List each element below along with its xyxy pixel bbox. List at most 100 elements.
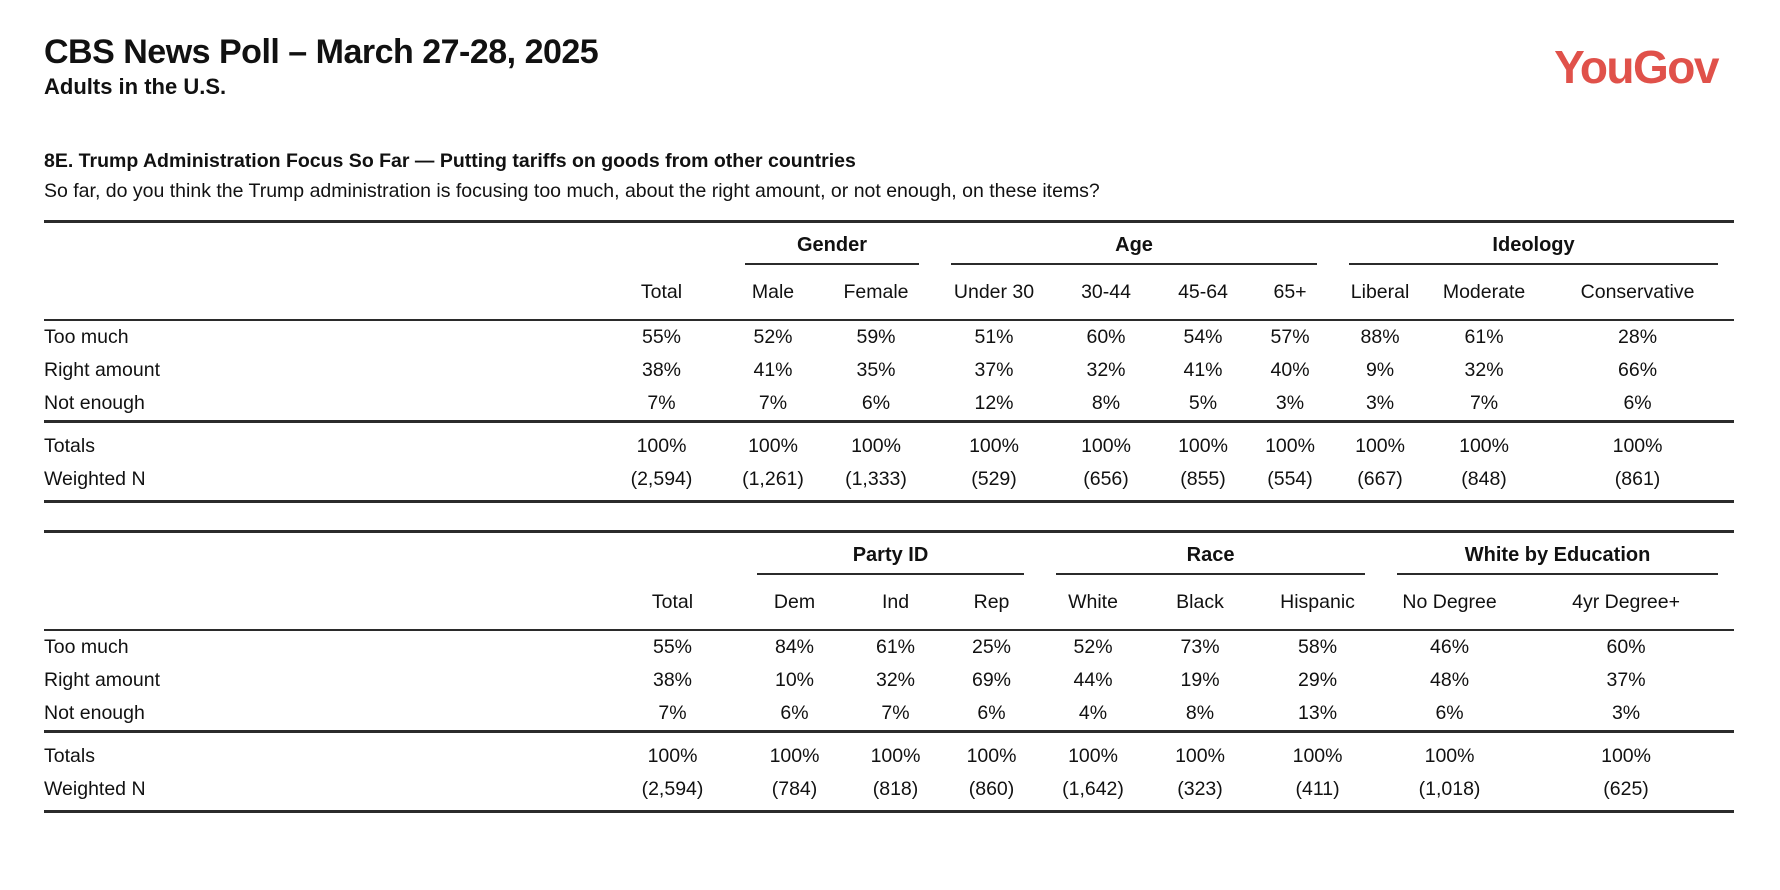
column-header-male: Male	[729, 270, 817, 321]
column-header-ind: Ind	[848, 580, 943, 631]
data-cell: 9%	[1365, 358, 1395, 381]
data-cell: (860)	[968, 777, 1015, 800]
data-cell: 46%	[1430, 635, 1470, 658]
data-cell: 100%	[748, 434, 798, 457]
column-header-45-64: 45-64	[1159, 270, 1247, 321]
column-header-spacer	[44, 580, 604, 631]
totals-row: Totals 100% 100% 100% 100% 100% 100% 100% 100% 10…	[44, 731, 1734, 773]
data-cell: 61%	[875, 635, 916, 658]
data-cell: 100%	[1265, 434, 1315, 457]
row-label: Too much	[44, 325, 129, 348]
column-header-30-44: 30-44	[1053, 270, 1159, 321]
data-cell: 66%	[1618, 358, 1658, 381]
data-cell: (625)	[1603, 777, 1649, 800]
weighted-n-row: Weighted N (2,594) (1,261) (1,333) (529) (656…	[44, 463, 1734, 502]
data-cell: 55%	[641, 325, 682, 348]
row-label: Right amount	[44, 668, 160, 691]
data-cell: 10%	[774, 668, 815, 691]
data-cell: 7%	[604, 696, 741, 733]
question-subheading: So far, do you think the Trump administr…	[44, 179, 1100, 202]
group-header-ideology: Ideology	[1333, 221, 1734, 271]
crosstab-table-1-container: Gender Age Ideology Total Male Female Under 30…	[44, 219, 1736, 503]
data-cell: (529)	[971, 467, 1017, 490]
column-header-row: Total Dem Ind Rep White Black Hispanic No Degre…	[44, 580, 1735, 631]
data-cell: 32%	[875, 668, 916, 691]
data-cell: 7%	[594, 386, 729, 423]
crosstab-gender-age-ideology: Gender Age Ideology Total Male Female Under 30…	[44, 219, 1735, 503]
group-header-label: Party ID	[757, 544, 1025, 576]
row-label: Totals	[44, 434, 95, 457]
data-cell: 100%	[1424, 744, 1475, 767]
data-cell: 25%	[971, 635, 1012, 658]
row-label: Too much	[44, 635, 129, 658]
data-cell: 37%	[1606, 668, 1646, 691]
row-label: Weighted N	[44, 777, 146, 800]
data-cell: 6%	[1381, 696, 1519, 733]
data-cell: (2,594)	[641, 777, 704, 800]
yougov-logo: YouGov	[1554, 41, 1719, 93]
data-cell: 7%	[1427, 386, 1542, 423]
row-label: Right amount	[44, 358, 160, 381]
data-cell: (411)	[1295, 777, 1340, 800]
column-header-female: Female	[817, 270, 935, 321]
group-header-white-by-education: White by Education	[1381, 531, 1734, 581]
data-cell: 29%	[1298, 668, 1338, 691]
group-header-label: Gender	[745, 234, 919, 266]
data-cell: 41%	[753, 358, 793, 381]
question-heading: 8E. Trump Administration Focus So Far — …	[44, 149, 856, 172]
weighted-n-row: Weighted N (2,594) (784) (818) (860) (1,642) (…	[44, 773, 1734, 812]
group-header-label: White by Education	[1397, 544, 1719, 576]
table-row-right-amount: Right amount 38% 41% 35% 37% 32% 41% 40% 9% 32% 66…	[44, 354, 1734, 387]
column-header-total: Total	[604, 580, 741, 631]
column-header-under-30: Under 30	[935, 270, 1053, 321]
data-cell: 51%	[974, 325, 1014, 348]
data-cell: 4%	[1040, 696, 1147, 733]
group-header-party-id: Party ID	[741, 531, 1040, 581]
data-cell: 60%	[1606, 635, 1646, 658]
column-header-total: Total	[594, 270, 729, 321]
group-header-race: Race	[1040, 531, 1381, 581]
data-cell: 38%	[641, 358, 682, 381]
crosstab-table-2-container: Party ID Race White by Education Total Dem In…	[44, 529, 1736, 813]
data-cell: 35%	[856, 358, 896, 381]
row-label: Not enough	[44, 386, 594, 423]
data-cell: 100%	[1175, 744, 1225, 767]
data-cell: 100%	[1068, 744, 1118, 767]
data-cell: 55%	[652, 635, 693, 658]
column-header-white: White	[1040, 580, 1147, 631]
group-header-row: Party ID Race White by Education	[44, 531, 1734, 581]
data-cell: (1,261)	[742, 467, 804, 490]
row-label: Weighted N	[44, 467, 146, 490]
data-cell: 37%	[974, 358, 1014, 381]
group-header-gender: Gender	[729, 221, 935, 271]
data-cell: (784)	[771, 777, 818, 800]
column-header-no-degree: No Degree	[1381, 580, 1519, 631]
column-header-conservative: Conservative	[1541, 270, 1735, 321]
data-cell: (2,594)	[630, 467, 693, 490]
data-cell: 100%	[1612, 434, 1663, 457]
data-cell: 52%	[1073, 635, 1113, 658]
data-cell: 6%	[943, 696, 1041, 733]
data-cell: 8%	[1146, 696, 1255, 733]
data-cell: (818)	[872, 777, 919, 800]
data-cell: 100%	[769, 744, 820, 767]
data-cell: (656)	[1083, 467, 1129, 490]
group-header-row: Gender Age Ideology	[44, 221, 1734, 271]
data-cell: (323)	[1177, 777, 1223, 800]
group-header-label: Age	[951, 234, 1318, 266]
table-row-too-much: Too much 55% 84% 61% 25% 52% 73% 58% 46% 60%	[44, 630, 1734, 664]
data-cell: 73%	[1180, 635, 1220, 658]
table-row-not-enough: Not enough 7% 6% 7% 6% 4% 8% 13% 6% 3%	[44, 696, 1735, 733]
data-cell: 3%	[1247, 386, 1334, 423]
data-cell: 69%	[971, 668, 1012, 691]
row-label: Totals	[44, 744, 95, 767]
group-header-spacer	[44, 221, 729, 271]
group-header-spacer	[44, 531, 741, 581]
data-cell: 7%	[848, 696, 943, 733]
table-row-right-amount: Right amount 38% 10% 32% 69% 44% 19% 29% 48% 37%	[44, 664, 1734, 697]
data-cell: 100%	[647, 744, 698, 767]
data-cell: (1,642)	[1062, 777, 1124, 800]
column-header-spacer	[44, 270, 594, 321]
data-cell: 100%	[969, 434, 1019, 457]
